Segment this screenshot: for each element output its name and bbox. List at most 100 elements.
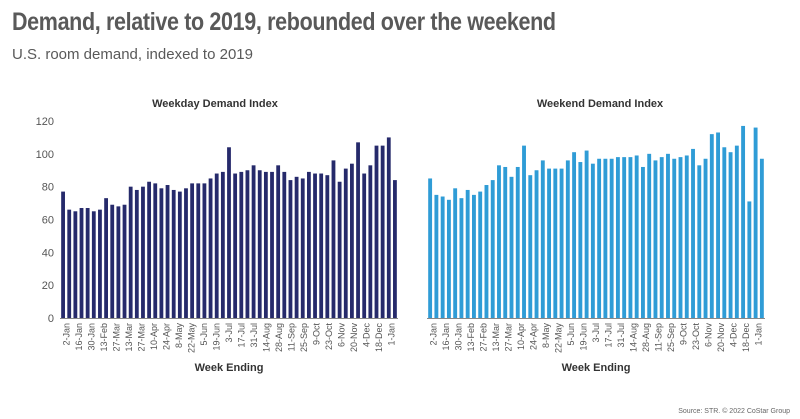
chart2-bar-31 — [622, 157, 627, 318]
chart1-bar-31 — [251, 165, 256, 318]
chart2-bar-51 — [747, 201, 752, 318]
chart1-bar-7 — [104, 198, 108, 318]
chart1-x-tick-label-9: 8-May — [174, 323, 184, 349]
chart1-bar-47 — [350, 163, 354, 318]
chart2-bar-20 — [553, 168, 558, 318]
chart1-bar-54 — [393, 180, 397, 318]
chart1-x-tick-label-21: 23-Oct — [324, 323, 334, 351]
chart1-y-tick-label-2: 40 — [42, 247, 54, 259]
chart2-bar-41 — [684, 155, 689, 318]
chart2-x-tick-label-25: 18-Dec — [741, 323, 751, 353]
chart1-x-tick-label-14: 17-Jul — [237, 323, 247, 348]
chart1-bar-23 — [202, 183, 207, 318]
chart2-title: Weekend Demand Index — [537, 98, 664, 110]
chart2-bar-44 — [703, 158, 708, 318]
chart1-x-tick-label-17: 28-Aug — [274, 323, 284, 352]
chart2-bar-40 — [678, 157, 683, 318]
chart1-bar-36 — [282, 171, 287, 318]
chart1-bar-35 — [276, 165, 281, 318]
chart1-bar-14 — [147, 181, 152, 318]
chart2-x-tick-label-10: 22-May — [553, 323, 563, 354]
chart1-x-tick-label-10: 22-May — [186, 323, 196, 354]
chart1-bar-1 — [67, 209, 72, 318]
chart1-x-tick-label-2: 30-Jan — [86, 323, 96, 351]
chart1-bar-25 — [214, 173, 219, 318]
chart1-x-tick-label-22: 6-Nov — [337, 323, 347, 348]
chart1-bar-34 — [270, 171, 274, 318]
chart2-bar-33 — [634, 155, 639, 318]
chart2-bar-38 — [666, 153, 670, 318]
chart2-bar-13 — [509, 176, 514, 318]
chart2-bar-36 — [653, 160, 658, 318]
chart1-bar-13 — [141, 186, 145, 318]
chart1-bar-41 — [313, 173, 317, 318]
chart1-bar-19 — [177, 191, 182, 318]
chart2-x-tick-label-16: 14-Aug — [629, 323, 639, 352]
chart2-x-axis-label: Week Ending — [562, 362, 631, 374]
chart1-bar-28 — [233, 173, 238, 318]
chart1-x-tick-label-3: 13-Feb — [99, 323, 109, 352]
chart2-bar-6 — [465, 189, 470, 318]
chart1-bar-38 — [294, 176, 299, 318]
chart2-bar-14 — [515, 166, 520, 318]
chart2-bar-42 — [691, 148, 695, 318]
chart2-bar-5 — [459, 198, 464, 318]
chart1-x-tick-label-1: 16-Jan — [74, 323, 84, 351]
chart1-bar-2 — [73, 211, 78, 318]
chart2-bar-34 — [641, 166, 645, 318]
chart1-bar-15 — [153, 183, 158, 318]
chart2-x-tick-label-0: 2-Jan — [428, 323, 438, 346]
chart1-bar-42 — [319, 173, 324, 318]
chart1-y-tick-label-1: 20 — [42, 280, 54, 292]
chart1-x-tick-label-24: 4-Dec — [362, 323, 372, 348]
chart2-bar-24 — [578, 162, 583, 318]
chart1-title: Weekday Demand Index — [152, 98, 279, 110]
chart1-bar-40 — [306, 171, 311, 318]
chart2-bar-25 — [584, 150, 589, 318]
chart1-bar-22 — [196, 183, 201, 318]
chart2-bar-43 — [697, 165, 702, 318]
chart1-x-tick-label-20: 9-Oct — [312, 323, 322, 346]
chart1-bar-48 — [356, 142, 360, 318]
chart1-x-tick-label-4: 27-Mar — [111, 323, 121, 352]
chart1-bar-29 — [239, 171, 244, 318]
chart2-x-tick-label-9: 8-May — [541, 323, 551, 349]
chart2-x-tick-label-24: 4-Dec — [729, 323, 739, 348]
page-title: Demand, relative to 2019, rebounded over… — [12, 8, 556, 36]
chart2-bar-17 — [534, 170, 539, 318]
chart2-bar-9 — [484, 185, 489, 318]
chart2-x-tick-label-15: 31-Jul — [616, 323, 626, 348]
chart2-bar-47 — [722, 147, 727, 318]
chart1-x-tick-label-5: 13-Mar — [124, 323, 134, 352]
chart1-x-tick-label-18: 11-Sep — [287, 323, 297, 351]
chart1-bar-4 — [85, 208, 90, 318]
chart2-bar-15 — [522, 145, 526, 319]
chart1-bar-39 — [300, 178, 305, 318]
chart2-bar-30 — [615, 157, 620, 318]
chart2-bar-0 — [428, 178, 433, 318]
chart2-x-tick-label-3: 13-Feb — [466, 323, 476, 352]
chart1-bar-20 — [184, 188, 188, 318]
chart2-x-tick-label-12: 19-Jun — [578, 323, 588, 351]
chart2-bar-37 — [659, 157, 664, 318]
chart1-x-tick-label-16: 14-Aug — [262, 323, 272, 352]
chart2-bar-3 — [446, 199, 451, 318]
chart1-x-tick-label-26: 1-Jan — [387, 323, 397, 346]
chart2-bar-48 — [728, 152, 733, 318]
chart2-x-tick-label-4: 27-Feb — [478, 323, 488, 352]
chart2-x-tick-label-1: 16-Jan — [441, 323, 451, 351]
chart2-x-tick-label-19: 25-Sep — [666, 323, 676, 352]
chart1-bar-53 — [386, 137, 391, 318]
chart1-bar-17 — [165, 185, 170, 318]
chart1-bar-49 — [362, 173, 367, 318]
chart1-bar-30 — [245, 170, 250, 318]
chart2-bar-32 — [628, 157, 633, 318]
chart1-x-tick-label-8: 24-Apr — [161, 323, 171, 350]
chart1-bar-16 — [159, 188, 164, 318]
chart2-bar-23 — [572, 152, 577, 318]
chart1-bar-6 — [98, 209, 102, 318]
chart1-bar-32 — [257, 170, 262, 318]
chart1-bar-18 — [171, 189, 176, 318]
chart2-x-tick-label-6: 27-Mar — [503, 323, 513, 352]
chart2-x-tick-label-11: 5-Jun — [566, 323, 576, 346]
